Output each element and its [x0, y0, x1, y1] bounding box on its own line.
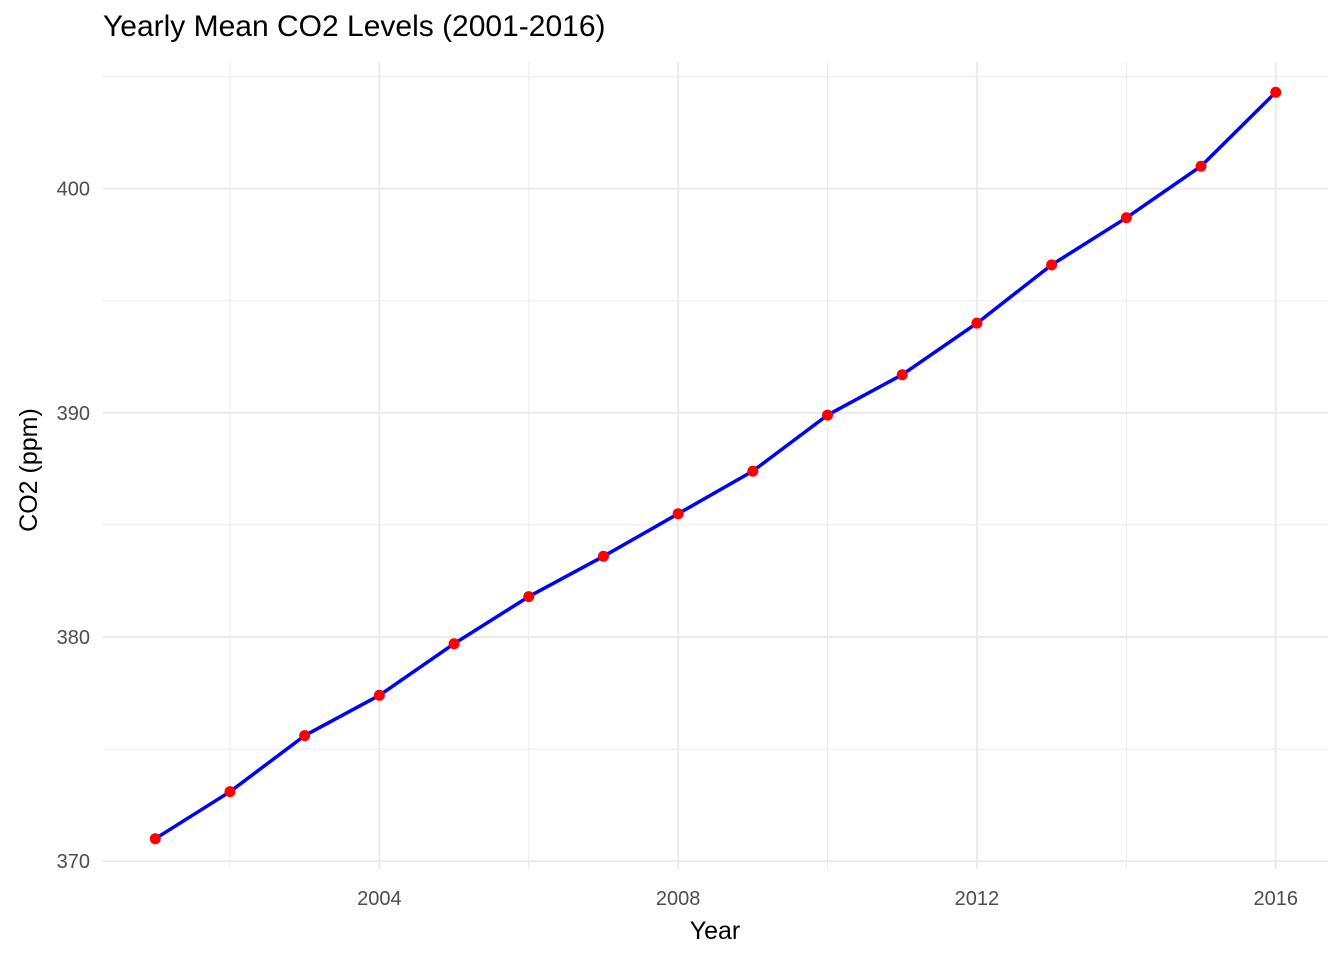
data-point [971, 317, 983, 329]
y-tick-label: 370 [57, 851, 90, 873]
x-tick-label: 2016 [1253, 888, 1298, 910]
data-point [373, 689, 385, 701]
y-tick-label: 400 [57, 179, 90, 201]
y-tick-label: 390 [57, 403, 90, 425]
data-point [1120, 212, 1132, 224]
data-points-group [149, 86, 1282, 845]
x-axis-title: Year [690, 917, 741, 945]
data-point [896, 369, 908, 381]
data-point [299, 730, 311, 742]
major-gridlines [103, 62, 1328, 869]
x-axis-tick-labels: 2004 2008 2012 2016 [357, 888, 1298, 910]
y-axis-tick-labels: 370 380 390 400 [57, 179, 90, 874]
data-point [822, 409, 834, 421]
data-point [1195, 160, 1207, 172]
series-line-group [153, 90, 1278, 841]
y-axis-title: CO2 (ppm) [15, 408, 43, 532]
data-point [1270, 86, 1282, 98]
x-tick-label: 2012 [955, 888, 1000, 910]
x-tick-label: 2004 [357, 888, 402, 910]
data-point [523, 591, 535, 603]
data-point [149, 833, 161, 845]
chart-title: Yearly Mean CO2 Levels (2001-2016) [103, 10, 606, 43]
data-point [1046, 259, 1058, 271]
data-point [448, 638, 460, 650]
x-tick-label: 2008 [656, 888, 701, 910]
series-line [153, 90, 1278, 841]
minor-gridlines [103, 62, 1328, 869]
y-tick-label: 380 [57, 627, 90, 649]
data-point [224, 786, 236, 798]
data-point [672, 508, 684, 520]
data-point [597, 550, 609, 562]
data-point [747, 465, 759, 477]
